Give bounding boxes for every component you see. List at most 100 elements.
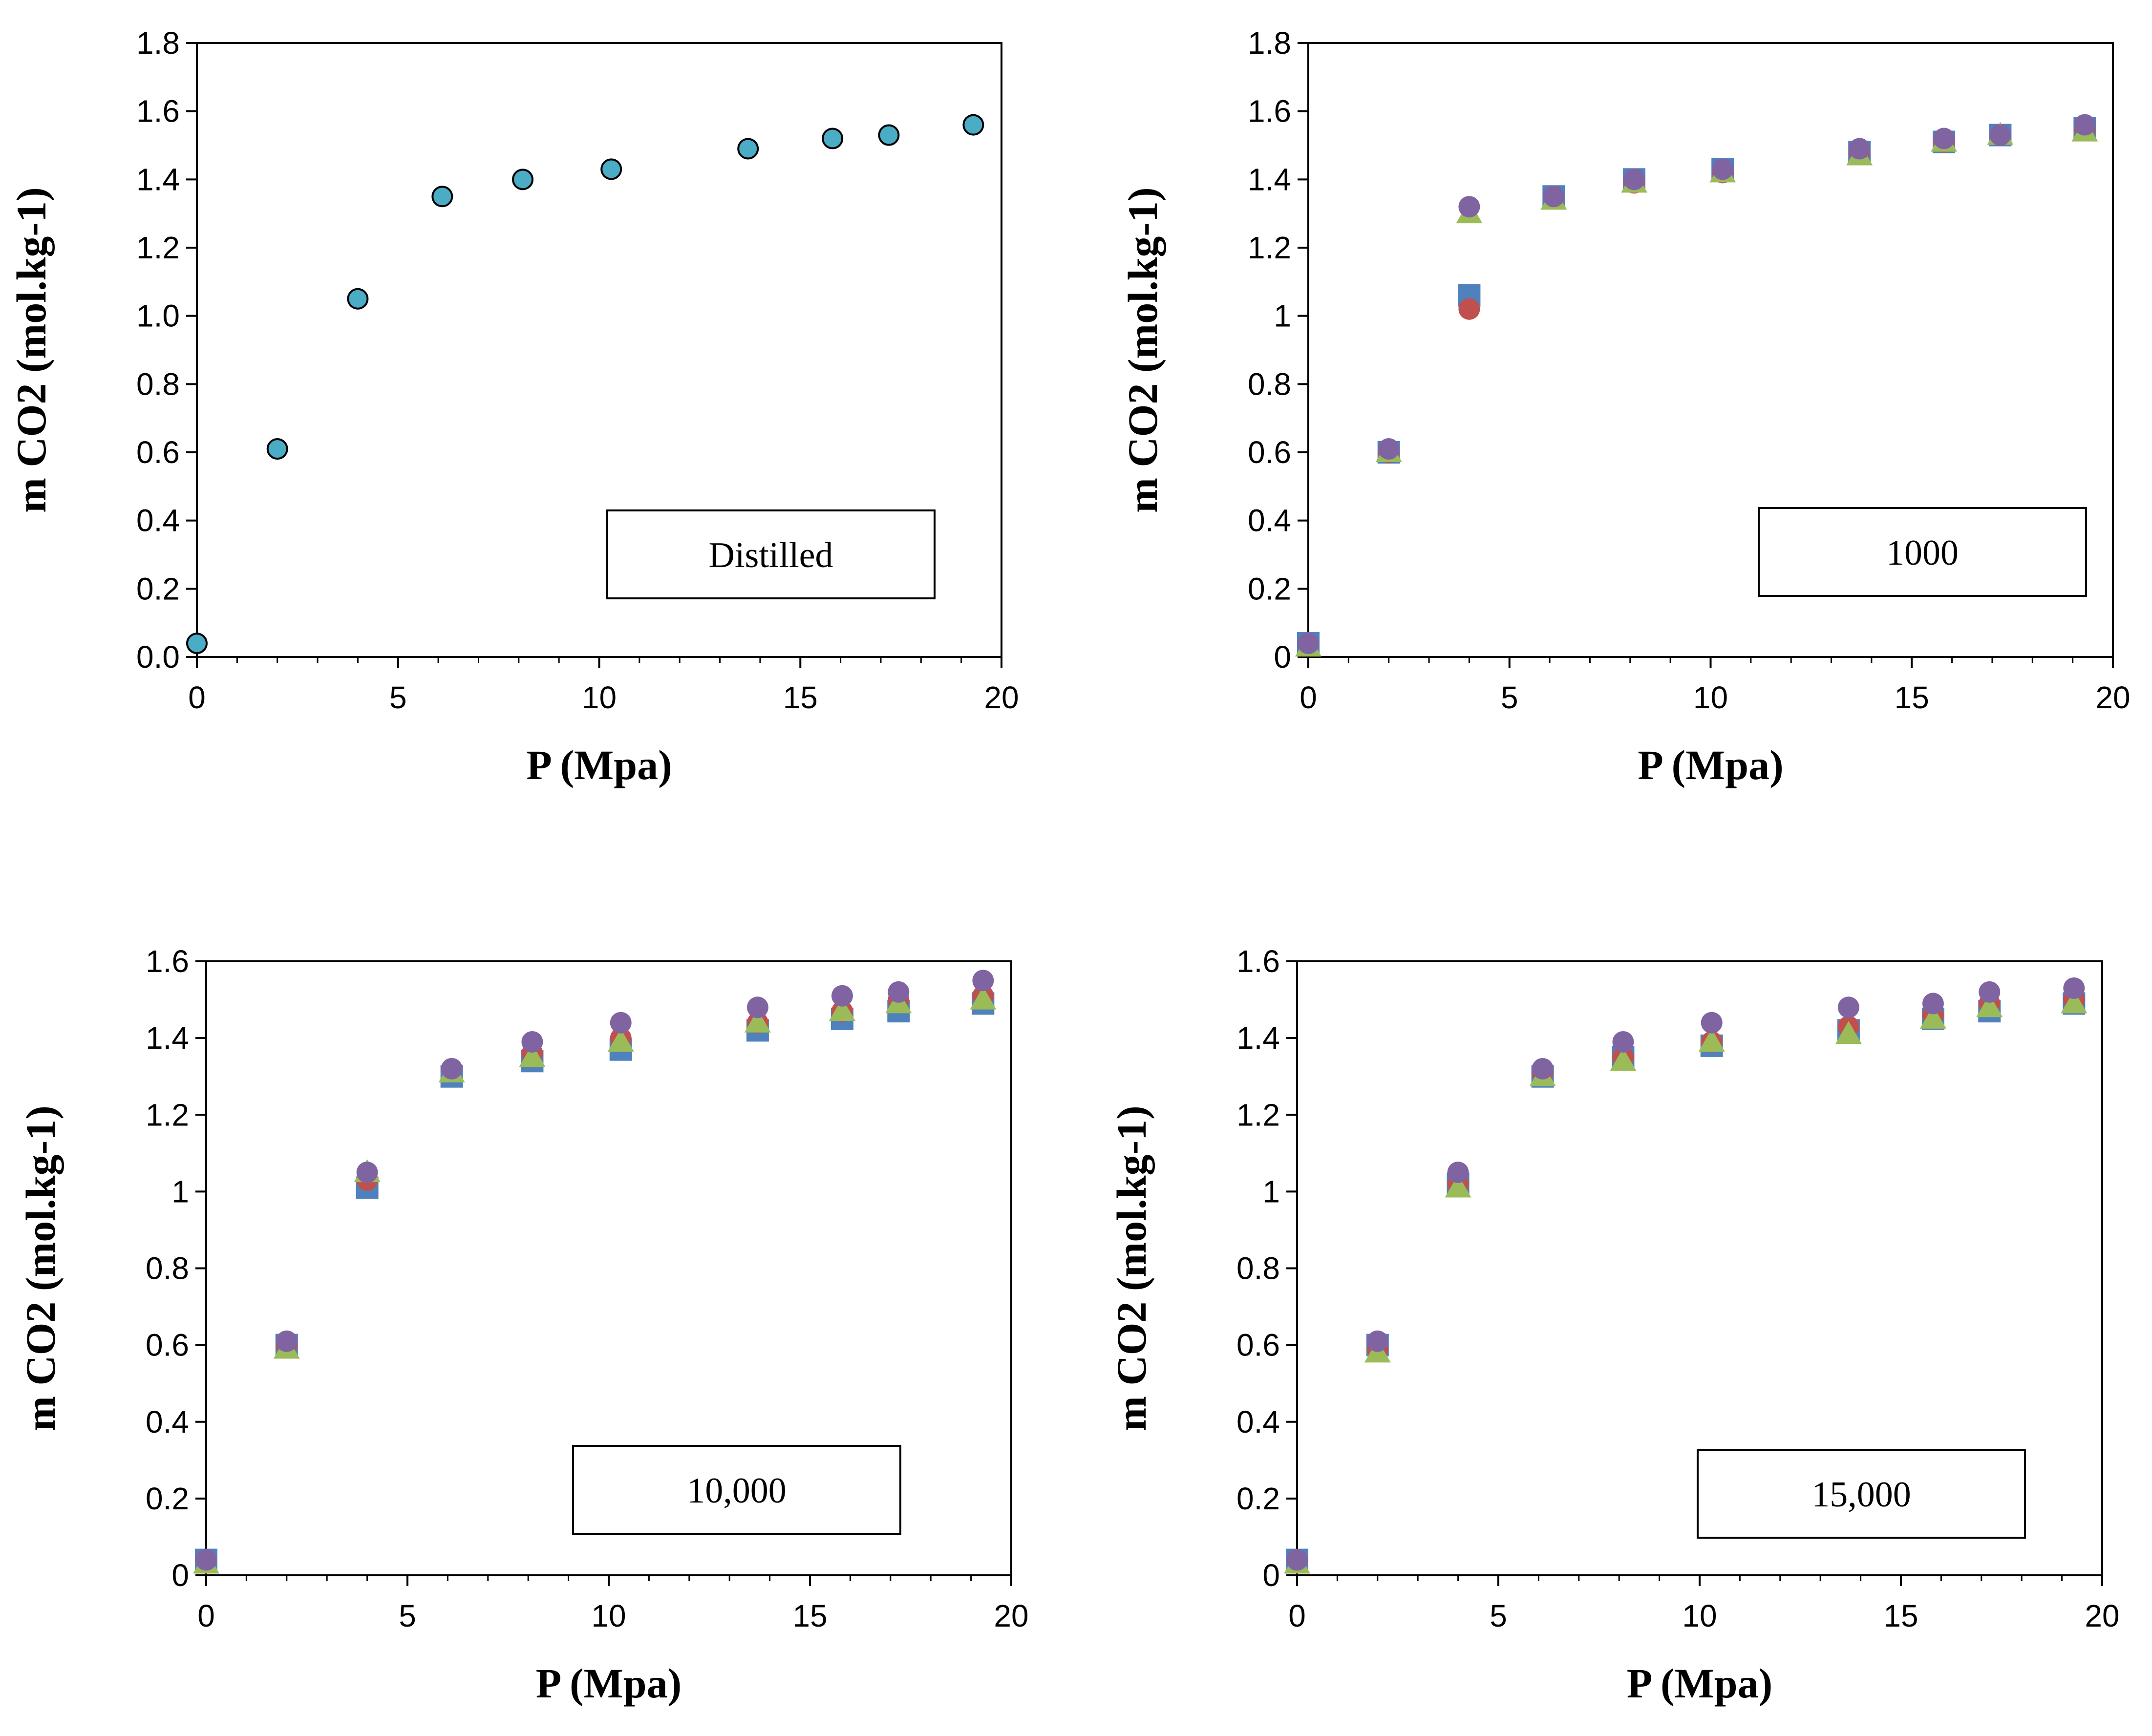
- data-point: [744, 1009, 771, 1033]
- data-point: [831, 985, 853, 1007]
- data-point: [1989, 124, 2011, 146]
- series-series-4: [195, 970, 994, 1571]
- data-point: [1543, 186, 1565, 208]
- y-tick-label: 1.6: [136, 94, 180, 129]
- x-tick-label: 5: [389, 680, 407, 715]
- y-tick-label: 1.2: [146, 1097, 189, 1132]
- panel-label-box: [572, 1445, 901, 1535]
- panel-1: 0 5 10 15 20 0.0 0.2 0.4 0.6 0.8 1.0 1.2 1.4 1.6 1.8 P …: [8, 25, 1019, 788]
- y-tick-label: 1.8: [1248, 25, 1291, 61]
- data-point: [962, 114, 984, 136]
- y-tick-label: 1.2: [1248, 230, 1291, 265]
- y-axis-title: m CO2 (mol.kg-1): [17, 1105, 64, 1431]
- data-point: [600, 158, 622, 180]
- y-tick-label: 1.6: [1248, 94, 1291, 129]
- y-tick-label: 0.2: [1236, 1481, 1280, 1516]
- data-point: [1532, 1058, 1554, 1080]
- y-tick-label: 1.4: [1236, 1020, 1280, 1056]
- data-point: [1837, 996, 1859, 1018]
- data-point: [186, 633, 208, 655]
- panel-label-box: [1697, 1449, 2026, 1539]
- data-point: [1298, 633, 1319, 655]
- data-point: [1623, 169, 1645, 191]
- data-point: [972, 970, 994, 992]
- x-tick-label: 15: [1883, 1598, 1918, 1633]
- y-tick-label: 0.2: [1248, 571, 1291, 606]
- y-tick-label: 0.6: [1236, 1328, 1280, 1363]
- data-point: [441, 1058, 463, 1080]
- y-tick-label: 1.2: [1236, 1097, 1280, 1132]
- x-tick-label: 20: [2095, 680, 2130, 715]
- panel-3: 0 5 10 15 20 0 0.2 0.4 0.6 0.8 1 1.2 1.4 1.6 P (Mpa) m …: [17, 944, 1029, 1707]
- panel-label: 10,000: [687, 1471, 787, 1511]
- x-tick-label: 20: [994, 1598, 1028, 1633]
- data-point: [1922, 993, 1944, 1015]
- data-point: [1979, 981, 2001, 1003]
- x-tick-label: 10: [591, 1598, 626, 1633]
- y-tick-label: 0.4: [136, 503, 180, 538]
- panel-label-box: [1758, 507, 2087, 597]
- y-tick-label: 1.4: [136, 162, 180, 197]
- y-tick-label: 0.0: [136, 639, 180, 675]
- data-point: [2074, 114, 2096, 136]
- x-tick-label: 0: [188, 680, 206, 715]
- x-tick-label: 10: [582, 680, 617, 715]
- y-tick-label: 0.4: [1248, 503, 1291, 538]
- y-tick-label: 0.2: [146, 1481, 189, 1516]
- data-point: [970, 986, 997, 1010]
- y-tick-label: 1.4: [146, 1020, 189, 1056]
- data-point: [519, 1044, 546, 1067]
- data-point: [1835, 1021, 1862, 1044]
- y-tick-label: 0.6: [136, 435, 180, 470]
- panel-label-box: [606, 509, 936, 599]
- x-axis-title: P (Mpa): [1627, 1660, 1773, 1707]
- y-tick-label: 1.4: [1248, 162, 1291, 197]
- x-tick-label: 10: [1693, 680, 1728, 715]
- data-point: [1919, 1005, 1946, 1029]
- panel-label: Distilled: [709, 535, 833, 575]
- x-tick-label: 15: [792, 1598, 827, 1633]
- data-point: [1612, 1031, 1634, 1053]
- series-series-4: [1286, 977, 2085, 1571]
- data-point: [195, 1549, 217, 1571]
- y-tick-label: 1: [1274, 298, 1291, 334]
- data-point: [1447, 1162, 1469, 1184]
- x-axis-title: P (Mpa): [1638, 741, 1784, 788]
- data-point: [1698, 1028, 1725, 1052]
- y-tick-label: 0.6: [146, 1328, 189, 1363]
- y-axis-title: m CO2 (mol.kg-1): [1108, 1105, 1155, 1431]
- x-axis-title: P (Mpa): [536, 1660, 682, 1707]
- x-tick-label: 5: [1501, 680, 1518, 715]
- panel-4: 0 5 10 15 20 0 0.2 0.4 0.6 0.8 1 1.2 1.4 1.6 P (Mpa) m …: [1108, 944, 2120, 1707]
- data-point: [822, 127, 844, 149]
- series-Distilled: [186, 114, 984, 655]
- y-tick-label: 1.2: [136, 230, 180, 265]
- x-tick-label: 20: [984, 680, 1019, 715]
- data-point: [2063, 977, 2085, 999]
- data-point: [1933, 127, 1955, 149]
- y-tick-label: 0.8: [136, 366, 180, 402]
- data-point: [431, 186, 453, 208]
- x-tick-label: 0: [1288, 1598, 1306, 1633]
- data-point: [746, 996, 768, 1018]
- y-tick-label: 0.4: [1236, 1404, 1280, 1440]
- data-point: [1976, 994, 2003, 1017]
- data-point: [1701, 1012, 1723, 1034]
- series-series-4: [1298, 114, 2096, 655]
- panel-label: 15,000: [1811, 1475, 1911, 1515]
- y-tick-label: 0.4: [146, 1404, 189, 1440]
- data-point: [878, 124, 900, 146]
- data-point: [829, 998, 855, 1021]
- y-axis-title: m CO2 (mol.kg-1): [1119, 187, 1166, 512]
- data-point: [607, 1028, 634, 1052]
- y-tick-label: 1: [171, 1174, 189, 1209]
- data-point: [1286, 1549, 1308, 1571]
- y-axis-title: m CO2 (mol.kg-1): [8, 187, 55, 512]
- data-point: [1458, 196, 1480, 218]
- data-point: [276, 1330, 298, 1352]
- y-tick-label: 1: [1262, 1174, 1280, 1209]
- data-point: [1712, 158, 1734, 180]
- data-point: [888, 981, 910, 1003]
- data-point: [737, 138, 759, 160]
